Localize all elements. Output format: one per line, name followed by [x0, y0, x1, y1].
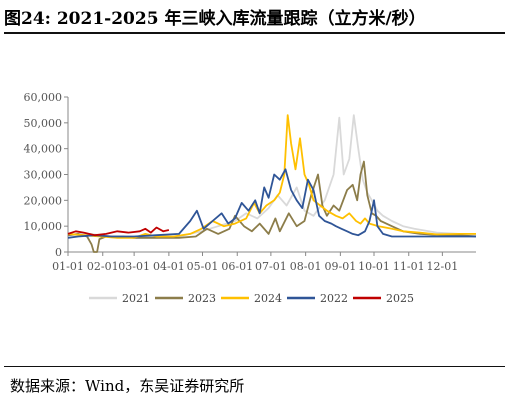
x-tick-label: 08-01 — [290, 260, 322, 273]
x-tick-label: 05-01 — [187, 260, 219, 273]
chart-axes: 0 10,000 20,000 30,000 40,000 50,000 60,000 01-… — [24, 91, 476, 273]
x-tick-label: 11-01 — [393, 260, 425, 273]
x-tick-label: 04-01 — [153, 260, 185, 273]
legend-label-2025: 2025 — [386, 292, 414, 305]
y-tick-label: 60,000 — [24, 91, 63, 104]
x-tick-label: 10-01 — [358, 260, 390, 273]
x-tick-label: 12-01 — [427, 260, 459, 273]
series-line-2024 — [67, 114, 476, 239]
y-tick-label: 50,000 — [24, 117, 63, 130]
x-tick-label: 07-01 — [255, 260, 287, 273]
chart-legend: 2021 2023 2024 2022 2025 — [89, 292, 414, 305]
y-tick-label: 40,000 — [24, 143, 63, 156]
legend-label-2022: 2022 — [320, 292, 348, 305]
x-tick-label: 06-01 — [221, 260, 253, 273]
series-line-2021 — [67, 114, 477, 239]
series-line-2022 — [67, 168, 476, 239]
legend-label-2021: 2021 — [122, 292, 150, 305]
y-tick-label: 10,000 — [24, 220, 63, 233]
y-tick-label: 20,000 — [24, 194, 63, 207]
x-tick-label: 01-01 — [52, 260, 84, 273]
legend-label-2023: 2023 — [188, 292, 216, 305]
y-tick-label: 0 — [55, 246, 62, 259]
x-tick-label: 03-01 — [118, 260, 150, 273]
data-source-note: 数据来源：Wind，东吴证券研究所 — [10, 377, 245, 395]
y-tick-label: 30,000 — [24, 169, 63, 182]
series-layer — [67, 114, 477, 253]
legend-label-2024: 2024 — [254, 292, 282, 305]
x-tick-label: 02-01 — [87, 260, 119, 273]
title-rule — [4, 32, 505, 34]
x-tick-label: 09-01 — [325, 260, 357, 273]
series-line-2025 — [67, 226, 170, 237]
source-rule — [4, 366, 505, 367]
figure-title: 图24: 2021-2025 年三峡入库流量跟踪（立方米/秒） — [4, 9, 426, 29]
